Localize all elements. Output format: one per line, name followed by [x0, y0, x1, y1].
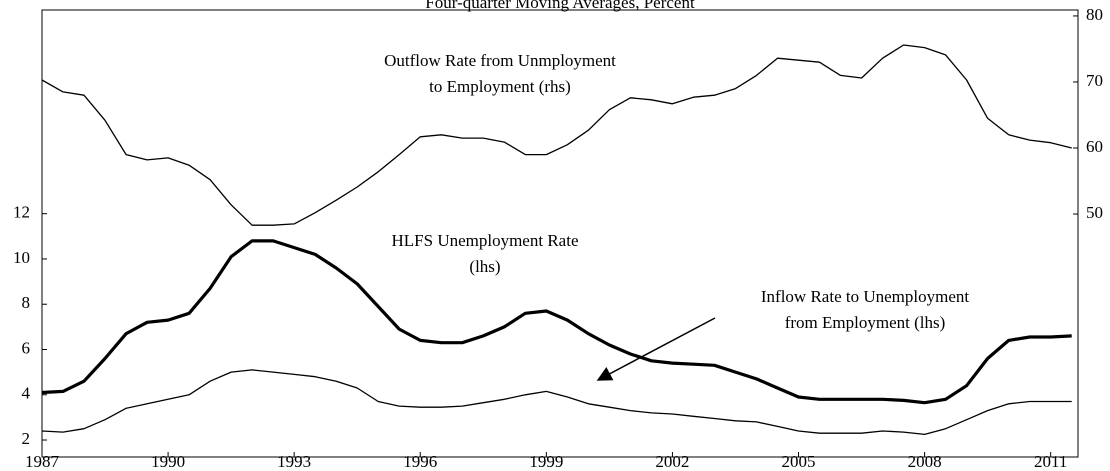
plot-frame	[41, 9, 1079, 458]
x-tick-label: 1993	[277, 452, 311, 471]
chart-title: Four-quarter Moving Averages, Percent	[425, 0, 695, 12]
x-tick-label: 1987	[25, 452, 60, 471]
annotation: Outflow Rate from Unmployment	[384, 51, 616, 70]
series-line	[41, 44, 1072, 226]
x-tick-label: 2005	[782, 452, 816, 471]
y-tick-label: 6	[22, 338, 31, 357]
annotation: to Employment (rhs)	[429, 77, 571, 96]
y2-tick-label: 80	[1086, 5, 1103, 24]
y2-tick-label: 70	[1086, 71, 1103, 90]
annotation: Inflow Rate to Unemployment	[761, 287, 969, 306]
x-tick-label: 2008	[908, 452, 942, 471]
x-tick-label: 1999	[529, 452, 563, 471]
x-tick-label: 1996	[403, 452, 437, 471]
annotation: (lhs)	[469, 257, 500, 276]
series-line	[41, 369, 1072, 436]
y2-tick-label: 60	[1086, 137, 1103, 156]
y2-tick-label: 50	[1086, 203, 1103, 222]
x-tick-label: 1990	[151, 452, 185, 471]
x-tick-label: 2002	[655, 452, 689, 471]
y-tick-label: 4	[22, 384, 31, 403]
y-tick-label: 10	[13, 248, 30, 267]
annotation-arrow	[596, 317, 716, 381]
annotation: HLFS Unemployment Rate	[392, 231, 579, 250]
annotation: from Employment (lhs)	[785, 313, 946, 332]
y-tick-label: 8	[22, 293, 31, 312]
x-tick-label: 2011	[1034, 452, 1067, 471]
series-line	[41, 239, 1072, 405]
y-tick-label: 2	[22, 429, 31, 448]
y-tick-label: 12	[13, 203, 30, 222]
